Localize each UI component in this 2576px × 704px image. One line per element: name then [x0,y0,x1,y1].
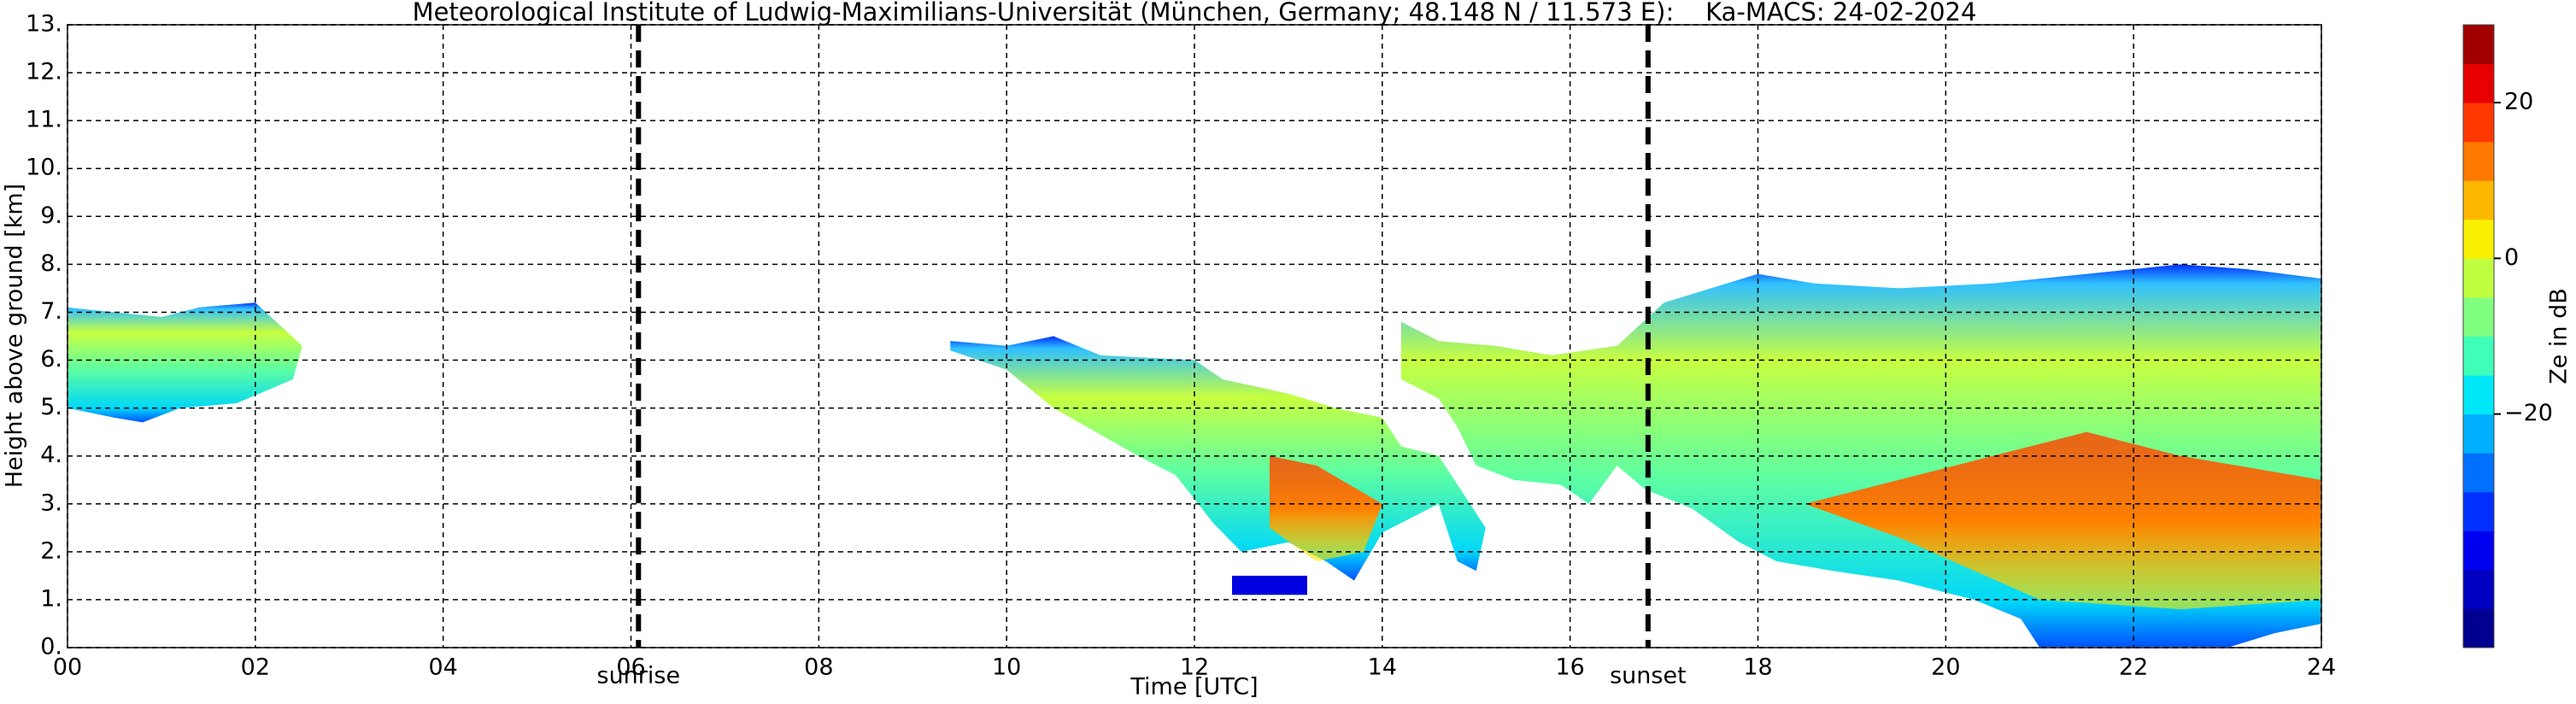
colorbar-segment [2463,25,2494,65]
colorbar-segment [2463,219,2494,259]
colorbar-tick-label: −20 [2504,400,2553,426]
x-tick-label: 16 [1555,654,1584,681]
chart-title: Meteorological Institute of Ludwig-Maxim… [413,0,1977,26]
y-tick-label: 6. [40,346,62,373]
x-tick-label: 14 [1368,654,1397,681]
colorbar-tick-label: 0 [2504,244,2519,271]
x-tick-label: 08 [804,654,833,681]
colorbar-segment [2463,608,2494,648]
colorbar-segment [2463,375,2494,415]
colorbar-segment [2463,258,2494,298]
colorbar-segment [2463,569,2494,609]
y-tick-label: 1. [40,585,62,612]
y-tick-label: 4. [40,442,62,468]
echo-core [1804,431,2322,610]
x-tick-label: 12 [1180,654,1209,681]
x-tick-label: 00 [53,654,82,681]
colorbar-segment [2463,491,2494,531]
colorbar-frame [2462,24,2495,648]
colorbar-label: Ze in dB [2546,288,2573,384]
x-tick-label: 24 [2307,654,2336,681]
x-tick-label: 22 [2119,654,2148,681]
colorbar-segment [2463,531,2494,571]
colorbar-segment [2463,453,2494,493]
colorbar-segment [2463,336,2494,376]
colorbar-segment [2463,180,2494,220]
echo-core [1269,455,1382,562]
y-tick-label: 5. [40,394,62,420]
x-tick-label: 06 [616,654,645,681]
y-tick-label: 13. [26,11,62,38]
x-tick-label: 18 [1743,654,1772,681]
y-tick-label: 8. [40,250,62,277]
y-tick-label: 7. [40,298,62,325]
colorbar-segment [2463,141,2494,181]
y-tick-label: 12. [26,59,62,85]
echo [67,302,302,423]
y-tick-label: 10. [26,155,62,181]
x-axis-label: Time [UTC] [1130,674,1258,701]
colorbar-segment [2463,103,2494,143]
x-tick-label: 02 [241,654,270,681]
y-tick-label: 0. [40,634,62,660]
y-tick-label: 2. [40,537,62,564]
x-tick-label: 10 [992,654,1021,681]
echo [1232,575,1307,595]
y-tick-label: 3. [40,490,62,516]
y-axis-label: Height above ground [km] [2,184,28,488]
y-tick-label: 9. [40,202,62,229]
x-tick-label: 04 [428,654,457,681]
annotation-label: sunset [1610,663,1687,689]
annotation-label: sunrise [597,663,681,689]
colorbar-segment [2463,63,2494,103]
colorbar-segment [2463,296,2494,337]
colorbar-tick-label: 20 [2504,89,2533,115]
y-tick-label: 11. [26,107,62,133]
colorbar-segment [2463,414,2494,454]
x-tick-label: 20 [1931,654,1960,681]
